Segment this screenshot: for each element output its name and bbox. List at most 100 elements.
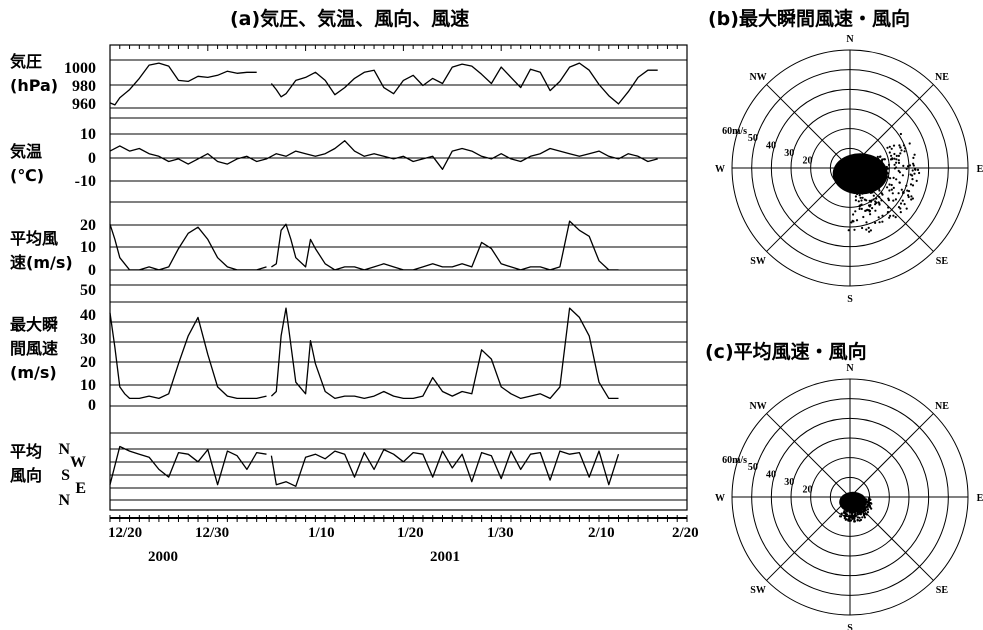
scatter-point [874,203,877,206]
scatter-point [897,169,900,172]
scatter-point [906,165,910,168]
polar-spoke [849,413,934,498]
scatter-point [879,155,882,158]
scatter-point [895,161,898,164]
scatter-point [889,158,893,161]
scatter-point [854,501,858,504]
scatter-point [859,513,863,516]
scatter-point [860,203,863,206]
scatter-point [898,144,901,147]
radius-label: 60m/s [722,126,747,137]
scatter-point [880,192,883,195]
scatter-point [858,183,861,186]
scatter-point [860,199,863,202]
scatter-point [858,499,861,502]
scatter-point [865,209,868,212]
scatter-point [874,221,877,224]
scatter-point [880,199,883,202]
y-tick-label: 10 [80,377,96,394]
direction-label: W [715,164,725,175]
scatter-point [852,516,856,519]
plot-frame [109,44,688,511]
scatter-point [851,514,854,517]
scatter-point [887,211,890,214]
scatter-point [893,163,896,166]
scatter-point [895,158,898,161]
scatter-point [861,516,864,519]
scatter-point [856,518,859,521]
scatter-point [858,181,861,184]
scatter-point [860,511,863,514]
direction-label: NE [935,72,949,83]
scatter-point [866,508,870,511]
scatter-point [867,190,870,193]
panel-y-label: 最大瞬 [10,315,58,334]
scatter-point [857,510,860,513]
scatter-point [890,183,893,187]
scatter-point [861,196,864,199]
scatter-point [888,216,891,219]
scatter-point [904,147,907,150]
scatter-point [845,512,848,516]
scatter-point [860,501,863,504]
scatter-point [897,192,900,195]
radius-label: 40 [766,141,776,152]
scatter-point [865,513,869,516]
scatter-point [869,213,872,216]
scatter-point [901,199,904,202]
scatter-point [879,167,882,170]
scatter-point [854,210,857,213]
scatter-point [863,516,867,519]
scatter-point [886,167,889,170]
scatter-point [867,204,871,207]
panel-y-label: 速(m/s) [10,253,73,272]
y-tick-label: S [61,467,70,484]
scatter-point [893,167,897,170]
scatter-point [890,147,893,150]
direction-label: NW [749,401,766,412]
scatter-point [911,178,914,181]
scatter-point [866,179,870,182]
scatter-point [865,228,868,231]
y-tick-label: 1000 [64,60,96,77]
scatter-point [863,198,867,201]
scatter-point [878,195,881,199]
scatter-point [873,160,876,163]
scatter-point [907,190,911,193]
scatter-point [870,177,873,180]
scatter-point [848,517,851,520]
scatter-point [853,507,856,511]
scatter-point [890,154,893,157]
scatter-point [894,216,897,219]
scatter-point [872,194,875,197]
scatter-point [878,182,881,185]
y-tick-label: 960 [72,96,96,113]
panel-y-label: (℃) [10,166,44,185]
scatter-point [865,171,868,174]
x-year-label: 2001 [430,549,460,565]
scatter-point [895,154,898,157]
scatter-point [893,157,896,160]
scatter-point [897,159,900,162]
scatter-point [866,510,870,514]
scatter-point [879,184,882,187]
direction-label: S [847,294,853,305]
scatter-point [858,519,861,522]
scatter-point [847,229,850,232]
scatter-point [861,226,864,230]
radius-label: 50 [748,462,758,473]
panel-y-label: 風向 [10,466,42,485]
scatter-point [905,184,908,187]
scatter-point [850,221,853,224]
scatter-point [861,507,865,510]
y-tick-label: 50 [80,282,96,299]
scatter-point [868,170,872,173]
scatter-point [863,512,867,516]
scatter-point [867,183,870,186]
radius-label: 20 [803,155,813,166]
scatter-point [886,146,889,149]
chart-c-title: (c)平均風速・風向 [705,340,867,363]
scatter-point [856,513,859,516]
scatter-point [872,198,875,201]
